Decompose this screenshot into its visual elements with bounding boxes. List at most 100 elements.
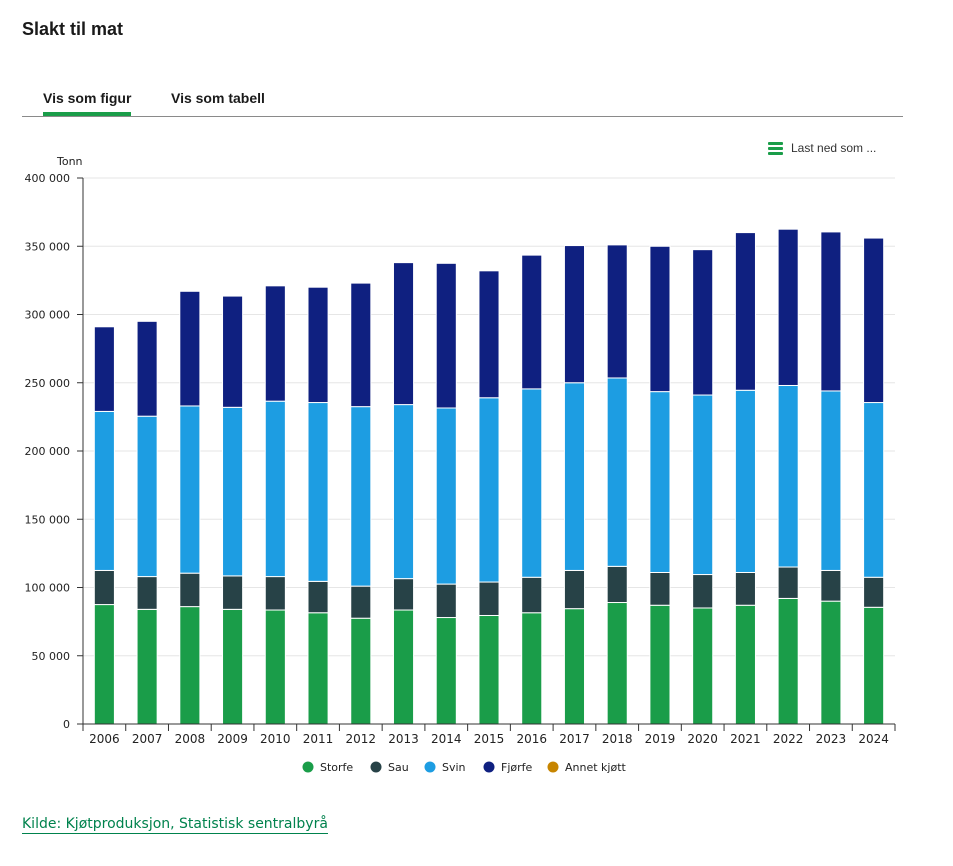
x-tick-label: 2024 — [858, 732, 889, 746]
bar-segment[interactable] — [435, 262, 457, 409]
bar-segment[interactable] — [649, 571, 671, 606]
bar-segment[interactable] — [692, 607, 714, 725]
bar-segment[interactable] — [563, 382, 586, 571]
x-tick-label: 2019 — [645, 732, 676, 746]
bar-segment[interactable] — [136, 576, 158, 610]
page-title: Slakt til mat — [22, 19, 124, 39]
tab-table[interactable]: Vis som tabell — [171, 90, 265, 106]
bar-segment[interactable] — [264, 400, 286, 578]
bar-segment[interactable] — [478, 397, 500, 583]
bar-segment[interactable] — [307, 286, 329, 404]
bar-segment[interactable] — [392, 404, 415, 580]
tab-figure[interactable]: Vis som figur — [43, 90, 132, 116]
bar-segment[interactable] — [307, 580, 329, 614]
bar-segment[interactable] — [820, 569, 842, 602]
bar-segment[interactable] — [478, 270, 500, 399]
bar-segment[interactable] — [392, 609, 415, 725]
source-link[interactable]: Kilde: Kjøtproduksjon, Statistisk sentra… — [22, 816, 328, 834]
legend-marker — [424, 761, 436, 773]
bar-segment[interactable] — [307, 612, 329, 725]
bar-segment[interactable] — [179, 606, 201, 725]
bar-segment[interactable] — [222, 295, 244, 408]
bar-segment[interactable] — [777, 228, 799, 386]
bar-segment[interactable] — [521, 612, 543, 725]
bar-segment[interactable] — [222, 575, 244, 610]
bar-segment[interactable] — [264, 609, 286, 725]
bar-segment[interactable] — [734, 571, 756, 606]
bar-segment[interactable] — [863, 237, 885, 404]
y-tick-label: 100 000 — [25, 582, 71, 595]
bar-segment[interactable] — [777, 597, 799, 725]
bar-segment[interactable] — [820, 231, 842, 392]
bar-segment[interactable] — [777, 566, 799, 599]
bar-segment[interactable] — [179, 572, 201, 608]
bar-segment[interactable] — [563, 569, 586, 610]
x-tick-label: 2020 — [687, 732, 718, 746]
bar-segment[interactable] — [606, 602, 628, 725]
bar-segment[interactable] — [820, 600, 842, 725]
bar-segment[interactable] — [563, 245, 586, 384]
bar-segment[interactable] — [863, 576, 885, 608]
bar-segment[interactable] — [692, 249, 714, 396]
bar-segment[interactable] — [307, 402, 329, 582]
bar-segment[interactable] — [649, 391, 671, 573]
x-tick-label: 2015 — [474, 732, 505, 746]
x-tick-label: 2007 — [132, 732, 163, 746]
bar-segment[interactable] — [93, 604, 115, 725]
bar-segment[interactable] — [392, 578, 415, 611]
bar-segment[interactable] — [435, 583, 457, 619]
legend-item[interactable]: Fjørfe — [483, 761, 533, 774]
bar-segment[interactable] — [435, 407, 457, 585]
bar-segment[interactable] — [606, 244, 628, 379]
bar-segment[interactable] — [521, 388, 543, 578]
legend-item[interactable]: Svin — [424, 761, 466, 774]
bar-segment[interactable] — [563, 608, 586, 725]
bar-segment[interactable] — [606, 565, 628, 604]
bar-segment[interactable] — [222, 608, 244, 725]
bar-segment[interactable] — [93, 326, 115, 412]
bar-segment[interactable] — [692, 574, 714, 609]
bar-segment[interactable] — [264, 285, 286, 402]
bar-segment[interactable] — [692, 394, 714, 576]
bar-segment[interactable] — [136, 320, 158, 417]
x-tick-label: 2023 — [816, 732, 847, 746]
bar-segment[interactable] — [606, 377, 628, 567]
bar-segment[interactable] — [136, 608, 158, 725]
bar-segment[interactable] — [734, 232, 756, 391]
bar-segment[interactable] — [734, 604, 756, 725]
bar-segment[interactable] — [521, 576, 543, 614]
bar-segment[interactable] — [350, 585, 372, 619]
x-tick-label: 2012 — [346, 732, 377, 746]
bar-segment[interactable] — [478, 581, 500, 616]
legend-item[interactable]: Sau — [370, 761, 409, 774]
bar-segment[interactable] — [649, 245, 671, 393]
bar-segment[interactable] — [649, 604, 671, 725]
download-button[interactable]: Last ned som ... — [768, 141, 876, 155]
bar-segment[interactable] — [222, 406, 244, 577]
bar-segment[interactable] — [435, 617, 457, 725]
bar-segment[interactable] — [777, 384, 799, 568]
bar-segment[interactable] — [392, 262, 415, 406]
bar-segment[interactable] — [863, 402, 885, 578]
bar-segment[interactable] — [350, 617, 372, 725]
y-tick-label: 0 — [63, 718, 70, 731]
bar-segment[interactable] — [179, 290, 201, 407]
legend-item[interactable]: Annet kjøtt — [547, 761, 627, 774]
bar-segment[interactable] — [136, 415, 158, 578]
legend-item[interactable]: Storfe — [302, 761, 354, 774]
legend: Storfe Sau Svin Fjørfe Annet kjøtt — [302, 761, 627, 774]
bar-segment[interactable] — [264, 576, 286, 611]
bar-segment[interactable] — [521, 254, 543, 390]
bar-segment[interactable] — [93, 569, 115, 606]
bar-segment[interactable] — [350, 406, 372, 587]
bar-segment[interactable] — [820, 390, 842, 571]
bar-segment[interactable] — [179, 405, 201, 574]
bar-segment[interactable] — [350, 282, 372, 408]
bar-segment[interactable] — [863, 606, 885, 725]
bar-segment[interactable] — [93, 410, 115, 571]
y-tick-label: 400 000 — [25, 172, 71, 185]
legend-label: Svin — [442, 761, 466, 774]
bar-segment[interactable] — [734, 389, 756, 573]
x-tick-label: 2018 — [602, 732, 633, 746]
bar-segment[interactable] — [478, 614, 500, 725]
